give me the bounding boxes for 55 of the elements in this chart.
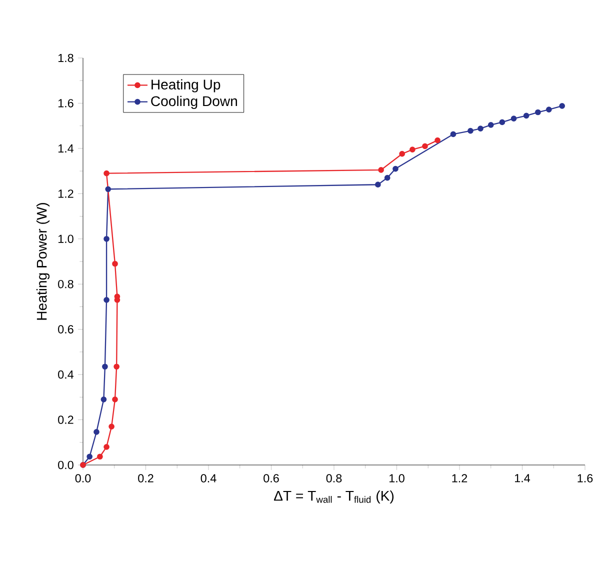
point: [434, 137, 440, 144]
point: [478, 126, 484, 132]
point: [559, 103, 566, 109]
point: [97, 454, 103, 460]
x-tick-label: 1.4: [515, 474, 530, 482]
x-tick-label: 0.6: [264, 474, 279, 482]
point: [100, 396, 107, 402]
point: [422, 143, 428, 150]
x-tick-label: 0.8: [326, 474, 342, 482]
point: [374, 182, 381, 188]
y-tick-label: 1.0: [58, 234, 74, 244]
point: [384, 174, 390, 181]
y-axis-title: Heating Power (W): [36, 203, 50, 320]
point: [104, 444, 110, 450]
x-tick-label: 0.0: [75, 474, 91, 482]
point: [104, 297, 110, 303]
point: [546, 106, 552, 112]
point: [392, 166, 398, 172]
point: [488, 122, 494, 128]
point: [410, 146, 416, 152]
x-tick-label: 1.6: [578, 474, 593, 482]
x-tick-label: 0.4: [200, 474, 216, 482]
y-tick-label: 1.8: [58, 54, 74, 62]
point: [114, 364, 120, 370]
y-tick-label: 1.2: [58, 190, 74, 198]
point: [523, 112, 530, 119]
legend-label: Cooling Down: [151, 96, 237, 109]
y-tick-label: 0.4: [58, 370, 74, 379]
point: [102, 364, 108, 370]
y-tick-label: 1.4: [58, 144, 74, 152]
point: [499, 119, 506, 126]
point: [105, 186, 112, 192]
point: [112, 396, 118, 402]
point: [468, 128, 474, 134]
x-tick-label: 1.2: [452, 474, 468, 482]
point: [86, 454, 93, 460]
legend-label: Heating Up: [152, 79, 220, 92]
point: [104, 236, 110, 242]
y-tick-label: 0.0: [58, 460, 74, 470]
y-tick-label: 1.6: [58, 99, 74, 108]
x-tick-label: 1.0: [390, 474, 404, 482]
point: [112, 260, 118, 267]
point: [104, 170, 110, 176]
point: [108, 424, 114, 430]
point: [450, 131, 456, 138]
y-tick-label: 0.8: [58, 280, 74, 288]
point: [510, 116, 517, 122]
point: [535, 109, 541, 116]
y-tick-label: 0.6: [58, 325, 74, 334]
y-tick-label: 0.2: [58, 416, 74, 424]
x-axis-title: ΔT = T$_{wall}$ - T$_{fluid}$ (K): [274, 490, 394, 504]
point: [94, 429, 100, 435]
point: [399, 150, 406, 157]
point: [378, 166, 384, 173]
x-tick-label: 0.2: [138, 474, 154, 482]
